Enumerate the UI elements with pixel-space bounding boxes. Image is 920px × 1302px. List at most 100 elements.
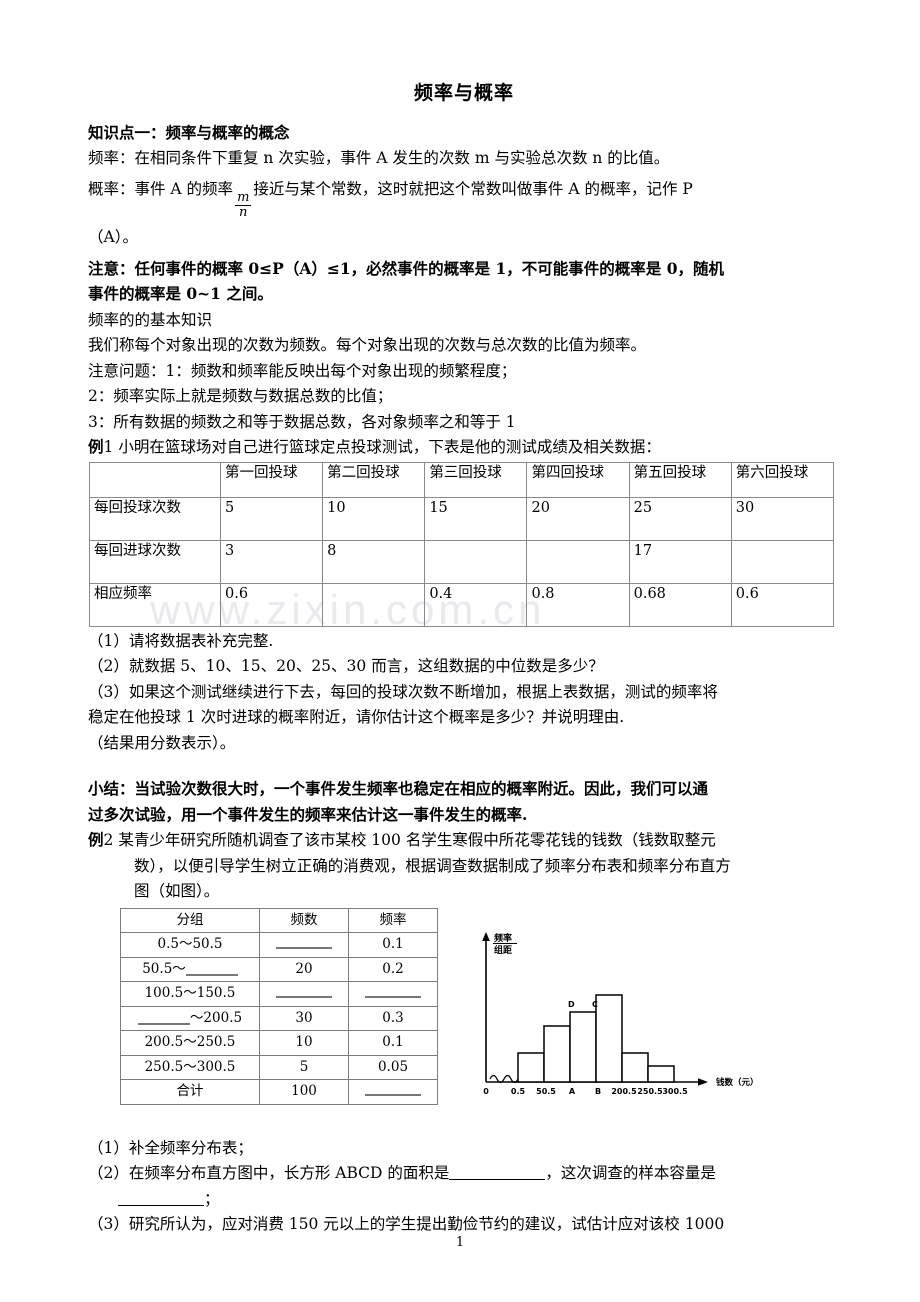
table-row: 每回进球次数 3 8 17 <box>89 539 835 584</box>
example-2-label: 例 <box>88 830 104 850</box>
x-tick-0: 0 <box>483 1087 489 1096</box>
answer-blank[interactable] <box>276 937 332 949</box>
tbl2-count-3 <box>259 981 349 1007</box>
page-number: 1 <box>455 1235 465 1250</box>
x-axis-tick-labels: 0 0.5 50.5 A B 200.5 250.5 300.5 <box>483 1087 688 1096</box>
answer-blank[interactable] <box>185 973 238 976</box>
table-header-cell-6: 第六回投球 <box>730 461 835 498</box>
answer-blank[interactable] <box>137 1022 190 1025</box>
cell-freq-4: 0.8 <box>526 582 630 627</box>
tbl2-group-2: 50.5～ <box>120 956 260 983</box>
cell-shots-6: 30 <box>730 496 835 541</box>
note-line-2: 事件的概率是 0~1 之间。 <box>88 284 273 304</box>
answer-blank[interactable] <box>118 1204 204 1206</box>
cell-freq-6: 0.6 <box>730 582 835 627</box>
example-1-question-1: （1）请将数据表补充完整. <box>88 631 274 650</box>
page-title: 频率与概率 <box>413 82 514 104</box>
cell-hits-4 <box>526 539 630 584</box>
example-1-stem-text: 小明在篮球场对自己进行篮球定点投球测试，下表是他的测试成绩及相关数据： <box>118 438 661 457</box>
frequency-definition: 频率：在相同条件下重复 n 次实验，事件 A 发生的次数 m 与实验总次数 n … <box>88 149 670 168</box>
example-1-label: 例 <box>88 437 104 457</box>
example-1-table: 第一回投球 第二回投球 第三回投球 第四回投球 第五回投球 第六回投球 每回投球… <box>89 461 835 627</box>
section-heading-knowledge-point-1: 知识点一：频率与概率的概念 <box>88 123 290 142</box>
example-2-stem-line-2: 数），以便引导学生树立正确的消费观，根据调查数据制成了频率分布表和频率分布直方 <box>134 856 731 875</box>
note-line-1: 注意：任何事件的概率 0≤P（A）≤1，必然事件的概率是 1，不可能事件的概率是… <box>88 258 724 278</box>
probability-definition-part-b: 接近与某个常数，这时就把这个常数叫做事件 A 的概率，记作 P <box>253 179 693 198</box>
example-1-question-2: （2）就数据 5、10、15、20、25、30 而言，这组数据的中位数是多少？ <box>88 657 604 676</box>
answer-blank[interactable] <box>365 1084 421 1096</box>
probability-definition: 概率：事件 A 的频率 m n 接近与某个常数，这时就把这个常数叫做事件 A 的概率，… <box>88 177 840 219</box>
tbl2-count-2: 20 <box>259 956 349 983</box>
example-1-stem: 例1 小明在篮球场对自己进行篮球定点投球测试，下表是他的测试成绩及相关数据： <box>88 435 840 459</box>
y-axis-arrow <box>482 931 490 941</box>
tbl2-count-6: 5 <box>259 1054 349 1081</box>
cell-hits-1: 3 <box>219 539 324 584</box>
example-2-question-2-part-b: ，这次调查的样本容量是 <box>545 1164 716 1183</box>
bar-1 <box>517 1051 545 1083</box>
x-tick-6: 250.5 <box>637 1087 663 1096</box>
tbl2-count-1 <box>259 932 349 958</box>
cell-hits-2: 8 <box>322 539 426 584</box>
probability-definition-part-a: 概率：事件 A 的频率 <box>88 179 234 198</box>
table-row: 相应频率 0.6 0.4 0.8 0.68 0.6 <box>89 582 835 627</box>
example-2-stem-line-3: 图（如图）。 <box>134 882 220 901</box>
tbl2-freq-5: 0.1 <box>348 1030 438 1056</box>
cell-freq-3: 0.4 <box>424 582 528 627</box>
cell-freq-5: 0.68 <box>628 582 732 627</box>
summary-line-2: 过多次试验，用一个事件发生的频率来估计这一事件发生的概率. <box>88 804 528 824</box>
table-header-cell-3: 第三回投球 <box>424 461 528 498</box>
x-tick-7: 300.5 <box>662 1087 688 1096</box>
tbl2-group-5: 200.5～250.5 <box>120 1030 260 1056</box>
tbl2-freq-1: 0.1 <box>348 932 438 958</box>
row-label-hits: 每回进球次数 <box>89 539 221 584</box>
x-tick-4: B <box>595 1087 601 1096</box>
table-row: 合计 100 <box>120 1079 438 1105</box>
row-label-shots: 每回投球次数 <box>89 496 221 541</box>
table-row: ～200.5 30 0.3 <box>120 1005 438 1032</box>
bar-5 <box>621 1051 649 1083</box>
example-2-question-2-part-a: （2）在频率分布直方图中，长方形 ABCD 的面积是 <box>88 1164 450 1183</box>
table-header-row: 第一回投球 第二回投球 第三回投球 第四回投球 第五回投球 第六回投球 <box>89 461 835 498</box>
tbl2-header-count: 频数 <box>259 907 349 934</box>
example-2-stem-text-1: 某青少年研究所随机调查了该市某校 100 名学生寒假中所花零花钱的钱数（钱数取整… <box>118 831 716 850</box>
answer-blank[interactable] <box>449 1179 546 1181</box>
example-1-number: 1 <box>103 438 114 457</box>
tbl2-group-1: 0.5～50.5 <box>120 932 260 958</box>
tbl2-count-4: 30 <box>259 1005 349 1032</box>
basics-line-2: 注意问题：1：频数和频率能反映出每个对象出现的频繁程度； <box>88 361 517 380</box>
probability-definition-part-c: （A）。 <box>88 228 138 247</box>
answer-blank[interactable] <box>276 986 332 998</box>
cell-shots-1: 5 <box>219 496 324 541</box>
answer-blank[interactable] <box>365 986 421 998</box>
annotation-label-d: D <box>568 1000 575 1009</box>
table-row: 50.5～ 20 0.2 <box>120 956 438 983</box>
bar-6 <box>647 1064 675 1083</box>
cell-freq-1: 0.6 <box>219 582 324 627</box>
tbl2-header-freq: 频率 <box>348 907 438 934</box>
table-header-cell-0 <box>89 461 221 498</box>
table-row: 200.5～250.5 10 0.1 <box>120 1030 438 1056</box>
example-1-question-3-line-2: 稳定在他投球 1 次时进球的概率附近，请你估计这个概率是多少？并说明理由. <box>88 708 625 727</box>
example-2-figures: 分组 频数 频率 0.5～50.5 0.1 50.5～ 20 0.2 100.5… <box>88 907 840 1116</box>
x-tick-5: 200.5 <box>611 1087 637 1096</box>
cell-hits-6 <box>730 539 835 584</box>
example-2-question-3: （3）研究所认为，应对消费 150 元以上的学生提出勤俭节约的建议，试估计应对该… <box>88 1215 725 1234</box>
x-axis-arrow <box>698 1077 708 1086</box>
tbl2-count-total: 100 <box>259 1079 349 1105</box>
x-tick-1: 0.5 <box>511 1087 526 1096</box>
example-2-question-2-part-c: ； <box>204 1189 220 1208</box>
bar-2 <box>543 1024 571 1083</box>
table-header-cell-2: 第二回投球 <box>322 461 426 498</box>
axis-break-icon <box>489 1074 519 1083</box>
example-2-question-2-continued: ； <box>88 1187 840 1211</box>
table-header-cell-1: 第一回投球 <box>219 461 324 498</box>
table-header-cell-5: 第五回投球 <box>628 461 732 498</box>
x-axis-title: 钱数（元） <box>716 1077 759 1088</box>
fraction-denominator: n <box>239 204 248 220</box>
frequency-distribution-table: 分组 频数 频率 0.5～50.5 0.1 50.5～ 20 0.2 100.5… <box>120 907 438 1105</box>
example-2-question-1: （1）补全频率分布表； <box>88 1138 253 1157</box>
basics-line-1: 我们称每个对象出现的次数为频数。每个对象出现的次数与总次数的比值为频率。 <box>88 336 647 355</box>
cell-shots-5: 25 <box>628 496 732 541</box>
fraction-numerator: m <box>235 190 252 206</box>
